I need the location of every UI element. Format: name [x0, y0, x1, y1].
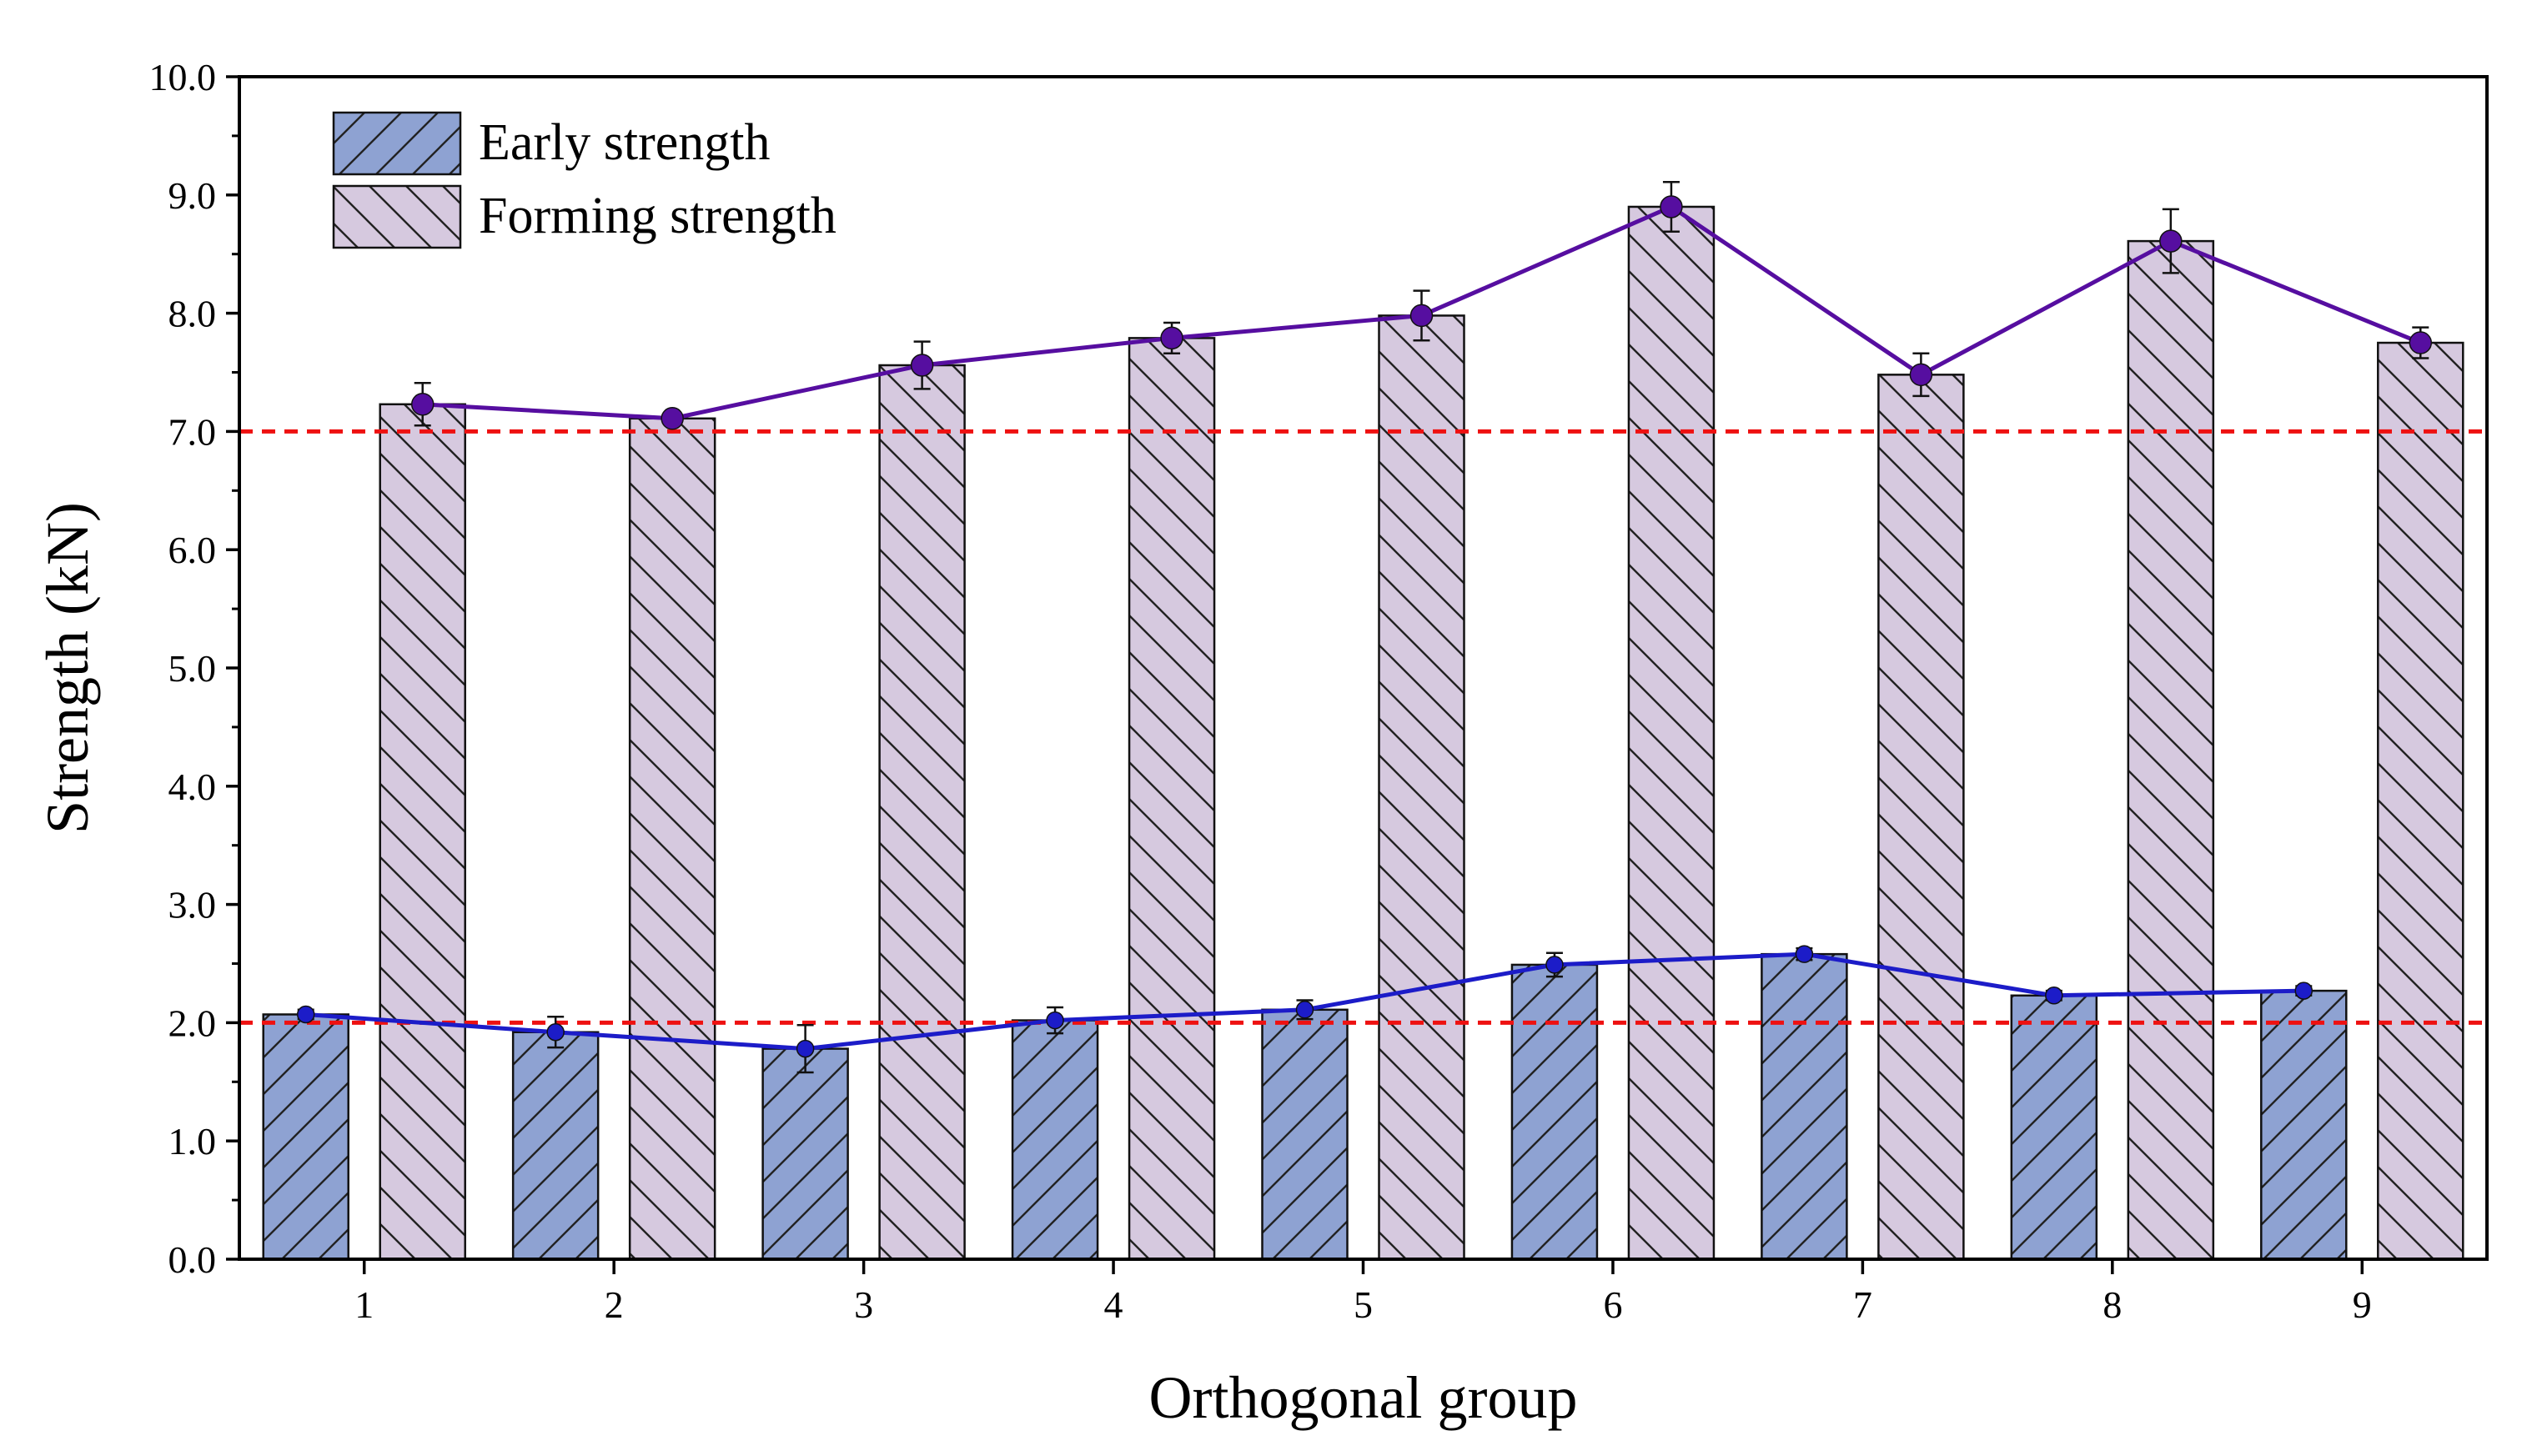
- bar-hatch-s1-1: [379, 403, 466, 1261]
- x-tick-label-6: 6: [1603, 1283, 1622, 1326]
- x-tick-label-8: 8: [2103, 1283, 2122, 1326]
- bar-hatch-s1-5: [1378, 314, 1465, 1261]
- point-s1-6: [1660, 195, 1683, 218]
- bar-hatch-s0-9: [2260, 989, 2348, 1261]
- point-s0-7: [1795, 945, 1814, 963]
- bar-hatch-s0-8: [2010, 994, 2098, 1261]
- x-tick-label-3: 3: [854, 1283, 873, 1326]
- point-s0-2: [546, 1022, 565, 1042]
- point-s1-3: [910, 354, 934, 377]
- y-tick-label-2: 2.0: [168, 1002, 217, 1044]
- x-tick-label-4: 4: [1104, 1283, 1123, 1326]
- legend-label-0: Early strength: [479, 114, 771, 171]
- legend-label-1: Forming strength: [479, 188, 836, 244]
- point-s1-7: [1909, 363, 1933, 387]
- bar-hatch-s1-9: [2377, 341, 2464, 1261]
- y-tick-label-3: 3.0: [168, 884, 217, 926]
- bar-hatch-s0-1: [262, 1013, 349, 1261]
- y-tick-label-8: 8.0: [168, 293, 217, 335]
- bar-hatch-s1-6: [1627, 205, 1716, 1261]
- axes: 0.0 1.0 2.0 3.0 4.0 5.0 6.0 7.0 8.0 9.0 10.0 1 2 3 4 5 6…: [34, 56, 2489, 1431]
- y-tick-label-0: 0.0: [168, 1238, 217, 1281]
- point-s1-2: [661, 407, 684, 430]
- y-tick-label-5: 5.0: [168, 647, 217, 690]
- bar-hatch-s1-3: [878, 364, 966, 1261]
- point-s1-9: [2409, 331, 2433, 354]
- y-tick-label-10: 10.0: [149, 56, 217, 98]
- point-s1-5: [1409, 304, 1434, 328]
- point-s1-1: [410, 393, 435, 416]
- x-tick-label-9: 9: [2353, 1283, 2372, 1326]
- bar-hatch-s1-4: [1128, 337, 1216, 1261]
- bar-hatch-s0-6: [1510, 963, 1599, 1261]
- point-s0-8: [2045, 987, 2063, 1005]
- bar-hatch-s0-2: [511, 1031, 600, 1261]
- legend-swatch-0: [332, 111, 462, 176]
- legend-swatch-1: [332, 184, 462, 249]
- point-s0-6: [1545, 956, 1564, 974]
- point-s0-9: [2294, 982, 2314, 1000]
- point-s1-8: [2159, 229, 2183, 253]
- bar-hatch-s0-4: [1011, 1019, 1099, 1261]
- y-axis-title: Strength (kN): [34, 502, 101, 834]
- x-tick-label-7: 7: [1853, 1283, 1872, 1326]
- x-tick-label-1: 1: [354, 1283, 374, 1326]
- point-s1-4: [1160, 326, 1183, 350]
- x-tick-label-5: 5: [1354, 1283, 1373, 1326]
- bar-hatch-s0-3: [761, 1047, 849, 1261]
- plot-area: [239, 180, 2487, 1261]
- bar-hatch-s0-7: [1761, 952, 1848, 1261]
- legend: Early strength Forming strength: [332, 111, 836, 249]
- point-s0-5: [1295, 1001, 1314, 1019]
- y-tick-label-1: 1.0: [168, 1120, 217, 1162]
- x-axis-title: Orthogonal group: [1149, 1364, 1578, 1431]
- bar-hatch-s1-7: [1877, 374, 1965, 1261]
- y-tick-label-9: 9.0: [168, 174, 217, 217]
- bar-hatch-s1-8: [2127, 239, 2215, 1261]
- y-tick-label-6: 6.0: [168, 529, 217, 571]
- point-s0-4: [1046, 1011, 1064, 1030]
- x-tick-label-2: 2: [605, 1283, 624, 1326]
- y-tick-label-7: 7.0: [168, 410, 217, 453]
- point-s0-1: [296, 1005, 315, 1024]
- bar-hatch-s0-5: [1261, 1008, 1349, 1261]
- y-tick-label-4: 4.0: [168, 766, 217, 808]
- point-s0-3: [796, 1039, 815, 1058]
- bar-hatch-s1-2: [628, 417, 716, 1261]
